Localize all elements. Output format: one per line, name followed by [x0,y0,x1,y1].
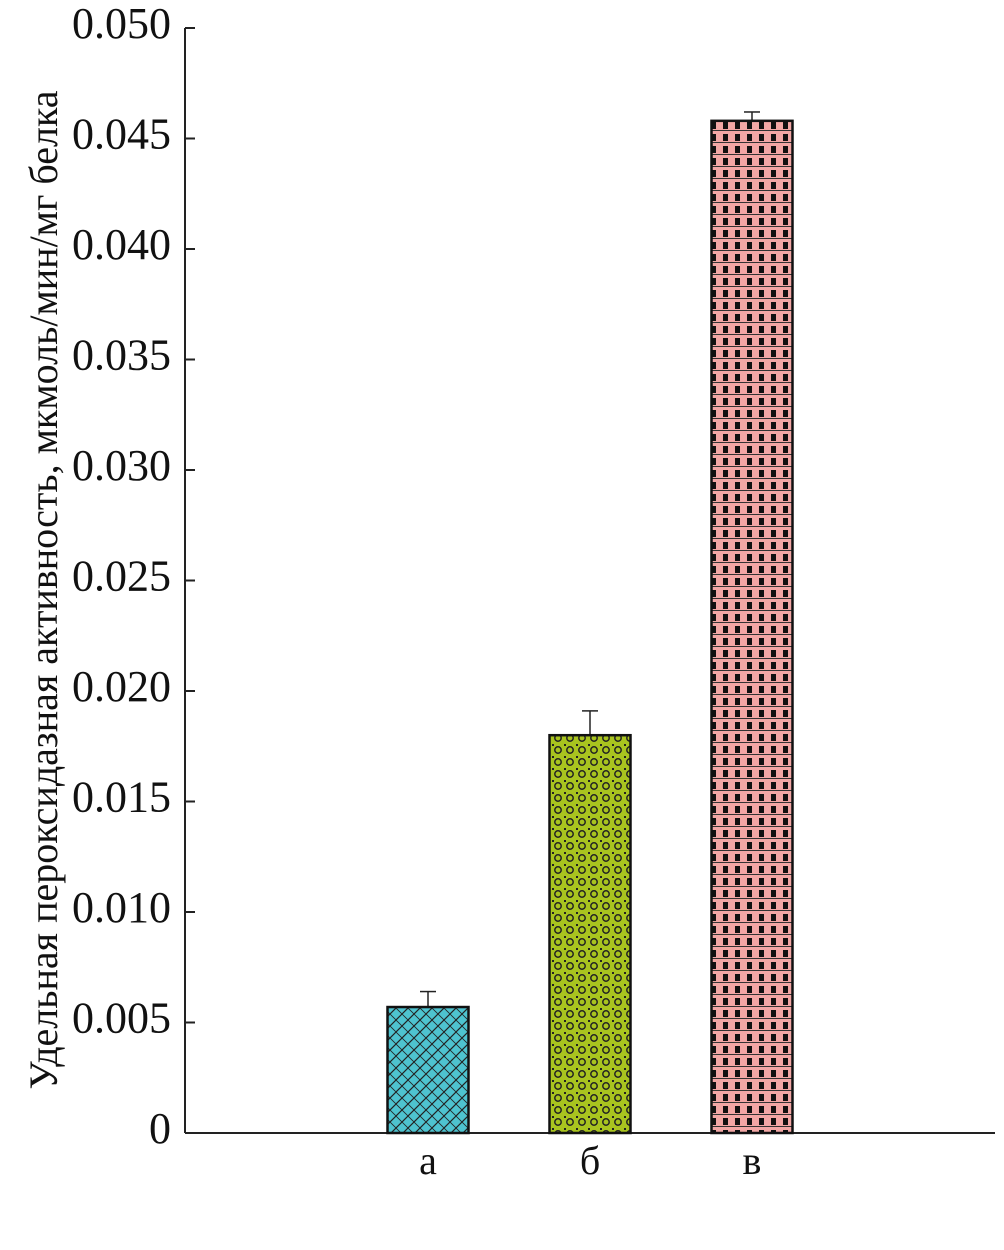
y-tick-label: 0 [149,1104,171,1153]
y-axis-label: Удельная пероксидазная активность, мкмол… [21,90,66,1089]
y-tick-label: 0.025 [72,552,171,601]
y-tick-label: 0.005 [72,994,171,1043]
bar [386,1005,470,1135]
x-tick-label: а [419,1138,437,1183]
bar [548,733,632,1135]
y-tick-label: 0.045 [72,110,171,159]
y-tick-label: 0.020 [72,662,171,711]
y-tick-label: 0.050 [72,0,171,48]
x-tick-label: б [580,1138,600,1183]
bar [710,119,794,1135]
y-tick-label: 0.035 [72,331,171,380]
y-tick-label: 0.015 [72,773,171,822]
y-tick-label: 0.030 [72,441,171,490]
y-tick-label: 0.040 [72,220,171,269]
x-tick-label: в [743,1138,762,1183]
y-tick-label: 0.010 [72,883,171,932]
